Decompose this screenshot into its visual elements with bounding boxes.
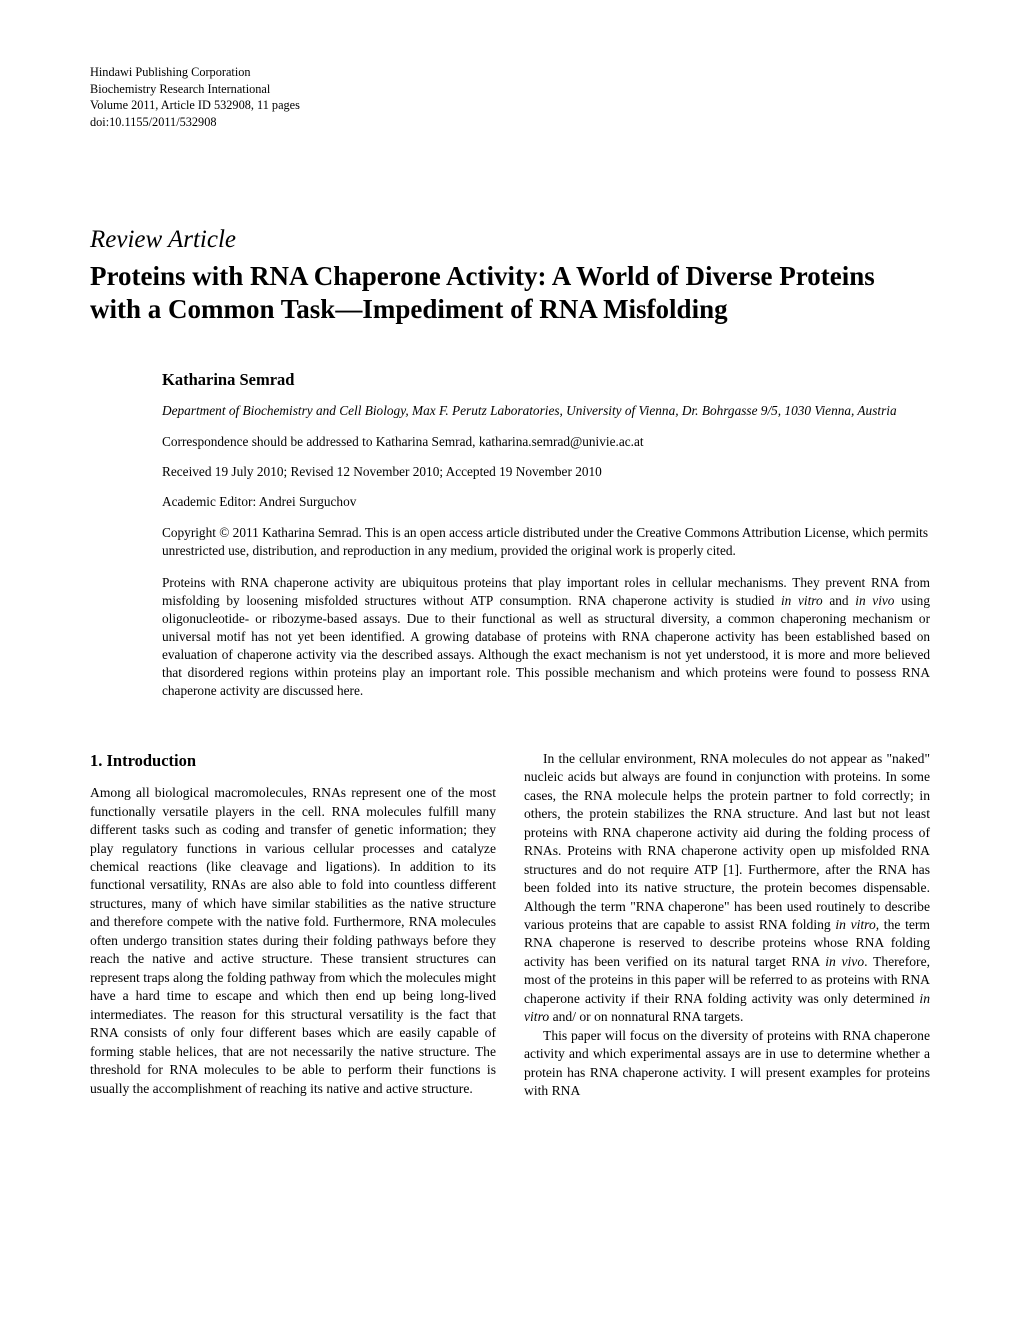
- doi: doi:10.1155/2011/532908: [90, 114, 930, 131]
- publisher-block: Hindawi Publishing Corporation Biochemis…: [90, 64, 930, 130]
- volume-info: Volume 2011, Article ID 532908, 11 pages: [90, 97, 930, 114]
- article-title: Proteins with RNA Chaperone Activity: A …: [90, 260, 930, 326]
- academic-editor: Academic Editor: Andrei Surguchov: [162, 494, 930, 510]
- body-paragraph: Among all biological macromolecules, RNA…: [90, 784, 496, 1098]
- copyright-notice: Copyright © 2011 Katharina Semrad. This …: [162, 524, 930, 560]
- body-columns: 1. Introduction Among all biological mac…: [90, 750, 930, 1101]
- article-type: Review Article: [90, 226, 930, 254]
- author-name: Katharina Semrad: [162, 370, 930, 390]
- correspondence-text: Correspondence should be addressed to Ka…: [162, 434, 479, 449]
- affiliation: Department of Biochemistry and Cell Biol…: [162, 402, 930, 420]
- correspondence: Correspondence should be addressed to Ka…: [162, 434, 930, 450]
- column-right: In the cellular environment, RNA molecul…: [524, 750, 930, 1101]
- correspondence-email: katharina.semrad@univie.ac.at: [479, 434, 644, 449]
- meta-block: Katharina Semrad Department of Biochemis…: [162, 370, 930, 699]
- page: Hindawi Publishing Corporation Biochemis…: [0, 0, 1020, 1141]
- article-dates: Received 19 July 2010; Revised 12 Novemb…: [162, 464, 930, 480]
- column-left: 1. Introduction Among all biological mac…: [90, 750, 496, 1101]
- body-paragraph: In the cellular environment, RNA molecul…: [524, 750, 930, 1027]
- section-heading: 1. Introduction: [90, 750, 496, 772]
- publisher-line: Hindawi Publishing Corporation: [90, 64, 930, 81]
- abstract: Proteins with RNA chaperone activity are…: [162, 574, 930, 700]
- body-paragraph: This paper will focus on the diversity o…: [524, 1027, 930, 1101]
- journal-name: Biochemistry Research International: [90, 81, 930, 98]
